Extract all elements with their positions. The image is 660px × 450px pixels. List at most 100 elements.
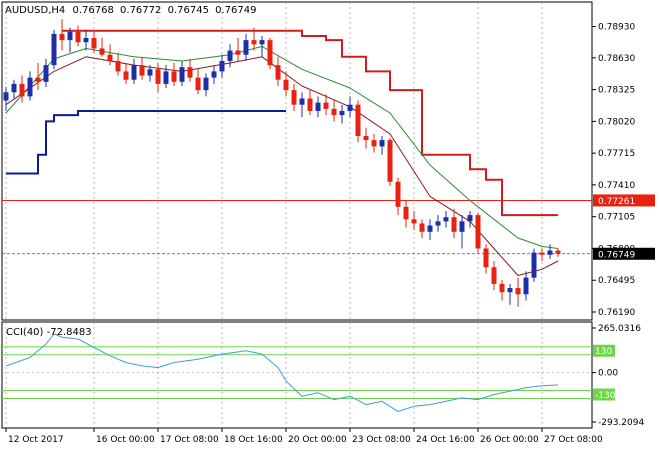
candle-body xyxy=(3,92,9,101)
candle xyxy=(35,63,41,91)
candle xyxy=(299,92,305,118)
cci-level-tag-bg xyxy=(593,388,615,401)
price-axis: 0.78930 0.78630 0.78325 0.78020 0.77715 0.774… xyxy=(592,23,655,318)
y-tick-label: 0.78020 xyxy=(598,117,635,127)
candle-body xyxy=(99,48,105,55)
cci-level-tag: 130 xyxy=(595,347,612,357)
low-value: 0.76745 xyxy=(168,5,209,16)
candle xyxy=(187,58,193,82)
candle xyxy=(515,277,521,307)
x-tick-label: 20 Oct 00:00 xyxy=(288,435,347,445)
candle xyxy=(483,244,489,274)
candle-body xyxy=(387,140,393,182)
candle-body xyxy=(339,110,345,116)
cci-level-tag: -130 xyxy=(595,391,616,401)
candle-body xyxy=(275,65,281,80)
y-tick-label: 0.77410 xyxy=(598,181,635,191)
candle xyxy=(315,96,321,118)
candle-body xyxy=(227,50,233,61)
candle xyxy=(251,27,257,51)
candle xyxy=(75,25,81,47)
x-tick-label: 16 Oct 00:00 xyxy=(96,435,155,445)
candle-body xyxy=(331,108,337,116)
candle-body xyxy=(243,40,249,55)
candle-body xyxy=(427,225,433,232)
main-grid xyxy=(5,2,543,320)
candle xyxy=(131,58,137,84)
candle xyxy=(523,271,529,301)
candle xyxy=(339,104,345,124)
candle xyxy=(195,69,201,95)
candle-body xyxy=(147,69,153,76)
candle-body xyxy=(323,102,329,109)
cci-axis: 265.0316 0.00 -293.2094 130 -130 xyxy=(592,324,644,428)
candle xyxy=(227,44,233,68)
candle-body xyxy=(83,38,89,43)
cci-panel-frame xyxy=(1,321,593,429)
horizontal-price-lines xyxy=(2,199,592,255)
candle xyxy=(379,135,385,155)
candle xyxy=(155,63,161,93)
candle-body xyxy=(267,40,273,66)
close-value: 0.76749 xyxy=(215,5,256,16)
candle xyxy=(291,83,297,111)
candle-body xyxy=(347,104,353,111)
candle-body xyxy=(11,83,17,93)
candle xyxy=(555,248,561,257)
candle xyxy=(475,213,481,253)
cci-levels xyxy=(2,346,592,400)
candle xyxy=(203,73,209,97)
candle xyxy=(371,133,377,153)
x-tick-label: 17 Oct 08:00 xyxy=(160,435,219,445)
candle xyxy=(275,56,281,86)
candle-body xyxy=(435,221,441,226)
candle-body xyxy=(283,79,289,91)
candle-body xyxy=(459,221,465,232)
cci-series xyxy=(5,333,559,412)
cci-level-tag-bg xyxy=(593,344,615,357)
cci-title: CCI(40) -72.8483 xyxy=(6,327,92,338)
cci-y-tick-label: 265.0316 xyxy=(598,324,641,334)
candle xyxy=(507,283,513,305)
candle-body xyxy=(443,217,449,222)
candle-body xyxy=(179,67,185,82)
candle-body xyxy=(107,54,113,61)
candle xyxy=(51,29,57,70)
candle-body xyxy=(35,77,41,82)
candle-body xyxy=(27,77,33,97)
candle-body xyxy=(115,60,121,72)
candle xyxy=(539,248,545,261)
y-tick-label: 0.77105 xyxy=(598,213,635,223)
candle-body xyxy=(211,71,217,78)
candle xyxy=(467,210,473,228)
candle-body xyxy=(259,40,265,45)
x-tick-label: 24 Oct 16:00 xyxy=(416,435,475,445)
candle-body xyxy=(203,77,209,91)
candle-body xyxy=(467,215,473,222)
candle-body xyxy=(451,217,457,232)
candle xyxy=(443,210,449,228)
candle-body xyxy=(251,40,257,45)
cci-line xyxy=(5,333,559,412)
candle-body xyxy=(515,288,521,295)
candle xyxy=(331,100,337,122)
candle-body xyxy=(539,252,545,255)
candle-body xyxy=(187,67,193,78)
channel-lower-line xyxy=(6,110,286,175)
candle-body xyxy=(315,102,321,111)
chart-header: AUDUSD,H4 0.76768 0.76772 0.76745 0.7674… xyxy=(5,5,256,16)
price-tag-bg xyxy=(593,194,655,207)
candle xyxy=(19,75,25,103)
y-tick-label: 0.78630 xyxy=(598,54,635,64)
price-tag-label: 0.77261 xyxy=(598,197,635,207)
candle-body xyxy=(403,206,409,220)
candle xyxy=(91,31,97,53)
candle xyxy=(411,210,417,230)
candle-body xyxy=(395,181,401,207)
x-tick-label: 12 Oct 2017 xyxy=(8,435,64,445)
candle xyxy=(123,63,129,84)
candle-body xyxy=(475,215,481,249)
candle-body xyxy=(219,60,225,72)
cci-y-tick-label: -293.2094 xyxy=(598,418,644,428)
